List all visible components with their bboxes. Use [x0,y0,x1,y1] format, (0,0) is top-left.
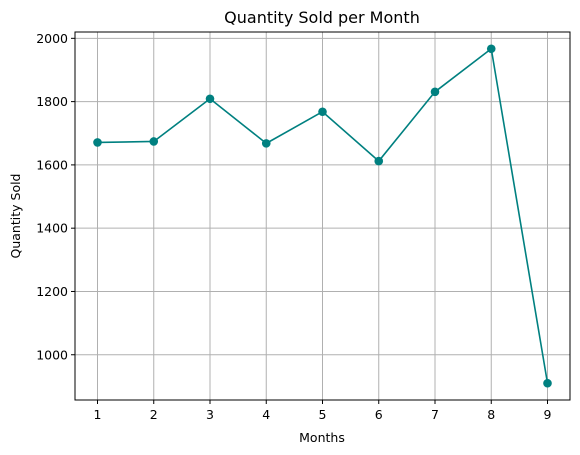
data-point [374,156,384,166]
axis-ticks: 1 2 3 4 5 6 7 8 9 1000 1200 1400 1600 1800 2000 [36,31,551,422]
y-tick-label: 1400 [36,221,68,236]
data-point [93,138,102,147]
y-tick-label: 2000 [36,31,68,46]
data-point [318,107,327,117]
x-tick-label: 7 [431,407,439,422]
series-layer [93,44,552,388]
x-tick-label: 3 [206,407,214,422]
data-point [430,87,440,97]
y-tick-label: 1600 [36,157,68,172]
gridlines [75,32,570,400]
x-tick-label: 5 [319,407,327,422]
y-axis-label: Quantity Sold [8,174,23,259]
data-point [543,378,552,388]
x-tick-label: 2 [150,407,158,422]
data-point [261,139,271,148]
data-point [486,44,496,54]
data-point [205,94,215,104]
x-tick-label: 4 [262,407,270,422]
y-tick-label: 1800 [36,94,68,109]
x-axis-label: Months [299,430,345,445]
y-tick-label: 1000 [36,347,68,362]
y-tick-label: 1200 [36,284,68,299]
data-point [149,137,159,146]
x-tick-label: 6 [375,407,383,422]
chart-title: Quantity Sold per Month [224,8,420,27]
x-tick-label: 8 [487,407,495,422]
x-tick-label: 1 [94,407,102,422]
x-tick-label: 9 [544,407,552,422]
